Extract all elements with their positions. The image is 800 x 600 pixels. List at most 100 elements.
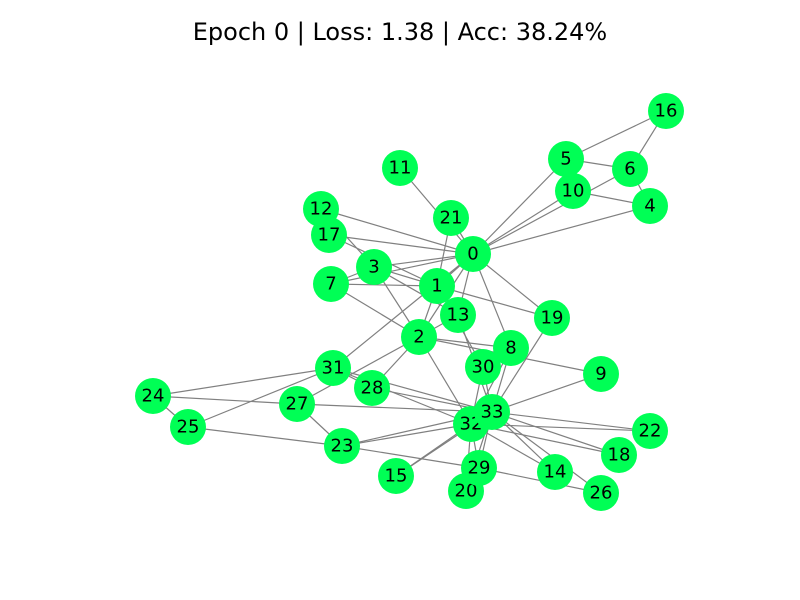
node-label: 0 (467, 244, 478, 265)
node-circle (534, 300, 570, 336)
node-circle (648, 93, 684, 129)
node-circle (583, 475, 619, 511)
node-label: 2 (413, 327, 424, 348)
node-13: 13 (440, 297, 476, 333)
node-label: 21 (440, 208, 463, 229)
node-circle (315, 350, 351, 386)
node-circle (433, 200, 469, 236)
node-circle (455, 236, 491, 272)
node-label: 15 (385, 466, 408, 487)
node-circle (279, 386, 315, 422)
node-0: 0 (455, 236, 491, 272)
node-label: 10 (562, 181, 585, 202)
edge-9-33 (491, 373, 602, 413)
node-label: 29 (468, 458, 491, 479)
node-22: 22 (632, 413, 668, 449)
node-3: 3 (356, 249, 392, 285)
node-label: 11 (389, 158, 412, 179)
node-circle (583, 356, 619, 392)
node-31: 31 (315, 350, 351, 386)
node-4: 4 (632, 188, 668, 224)
node-label: 6 (624, 159, 635, 180)
edge-18-33 (491, 411, 620, 456)
node-14: 14 (537, 454, 573, 490)
node-label: 9 (595, 364, 606, 385)
edge-0-12 (320, 208, 474, 255)
edge-0-5 (472, 158, 567, 255)
node-label: 5 (560, 149, 571, 170)
node-circle (493, 330, 529, 366)
edge-2-27 (296, 336, 420, 405)
edge-24-31 (152, 367, 334, 397)
figure-title: Epoch 0 | Loss: 1.38 | Acc: 38.24% (192, 18, 608, 46)
node-label: 27 (286, 394, 309, 415)
node-circle (548, 141, 584, 177)
node-label: 30 (472, 357, 495, 378)
node-circle (465, 349, 501, 385)
edge-26-33 (491, 411, 602, 494)
node-circle (324, 428, 360, 464)
node-circle (440, 297, 476, 333)
node-circle (382, 150, 418, 186)
node-6: 6 (612, 151, 648, 187)
node-label: 33 (481, 402, 504, 423)
node-label: 1 (431, 276, 442, 297)
node-circle (419, 268, 455, 304)
node-label: 4 (644, 196, 655, 217)
node-28: 28 (354, 370, 390, 406)
node-circle (537, 454, 573, 490)
node-label: 23 (331, 436, 354, 457)
edge-0-31 (332, 253, 474, 369)
edge-0-6 (472, 168, 631, 255)
node-2: 2 (401, 319, 437, 355)
node-label: 3 (368, 257, 379, 278)
node-23: 23 (324, 428, 360, 464)
node-label: 25 (177, 417, 200, 438)
edge-23-25 (187, 426, 343, 447)
node-15: 15 (378, 458, 414, 494)
node-33: 33 (474, 394, 510, 430)
node-circle (601, 437, 637, 473)
edge-0-4 (472, 205, 651, 255)
node-11: 11 (382, 150, 418, 186)
node-18: 18 (601, 437, 637, 473)
node-circle (378, 458, 414, 494)
node-label: 22 (639, 421, 662, 442)
edge-23-29 (341, 445, 480, 469)
edge-0-17 (328, 234, 474, 255)
node-label: 14 (544, 462, 567, 483)
edge-5-16 (565, 110, 667, 160)
edge-22-33 (491, 411, 651, 432)
edge-1-19 (436, 285, 553, 319)
node-30: 30 (465, 349, 501, 385)
node-21: 21 (433, 200, 469, 236)
node-26: 26 (583, 475, 619, 511)
node-circle (356, 249, 392, 285)
node-label: 28 (361, 378, 384, 399)
node-label: 18 (608, 445, 631, 466)
node-1: 1 (419, 268, 455, 304)
node-29: 29 (461, 450, 497, 486)
node-label: 8 (505, 338, 516, 359)
edge-0-10 (472, 190, 574, 255)
node-circle (401, 319, 437, 355)
node-label: 16 (655, 101, 678, 122)
node-25: 25 (170, 409, 206, 445)
node-circle (632, 188, 668, 224)
node-label: 13 (447, 305, 470, 326)
node-24: 24 (135, 378, 171, 414)
node-circle (612, 151, 648, 187)
edge-23-32 (341, 423, 472, 447)
edge-31-32 (332, 367, 472, 425)
node-8: 8 (493, 330, 529, 366)
node-label: 17 (318, 225, 341, 246)
node-16: 16 (648, 93, 684, 129)
node-27: 27 (279, 386, 315, 422)
node-label: 20 (455, 481, 478, 502)
node-9: 9 (583, 356, 619, 392)
node-circle (461, 450, 497, 486)
node-label: 7 (325, 274, 336, 295)
node-label: 19 (541, 308, 564, 329)
